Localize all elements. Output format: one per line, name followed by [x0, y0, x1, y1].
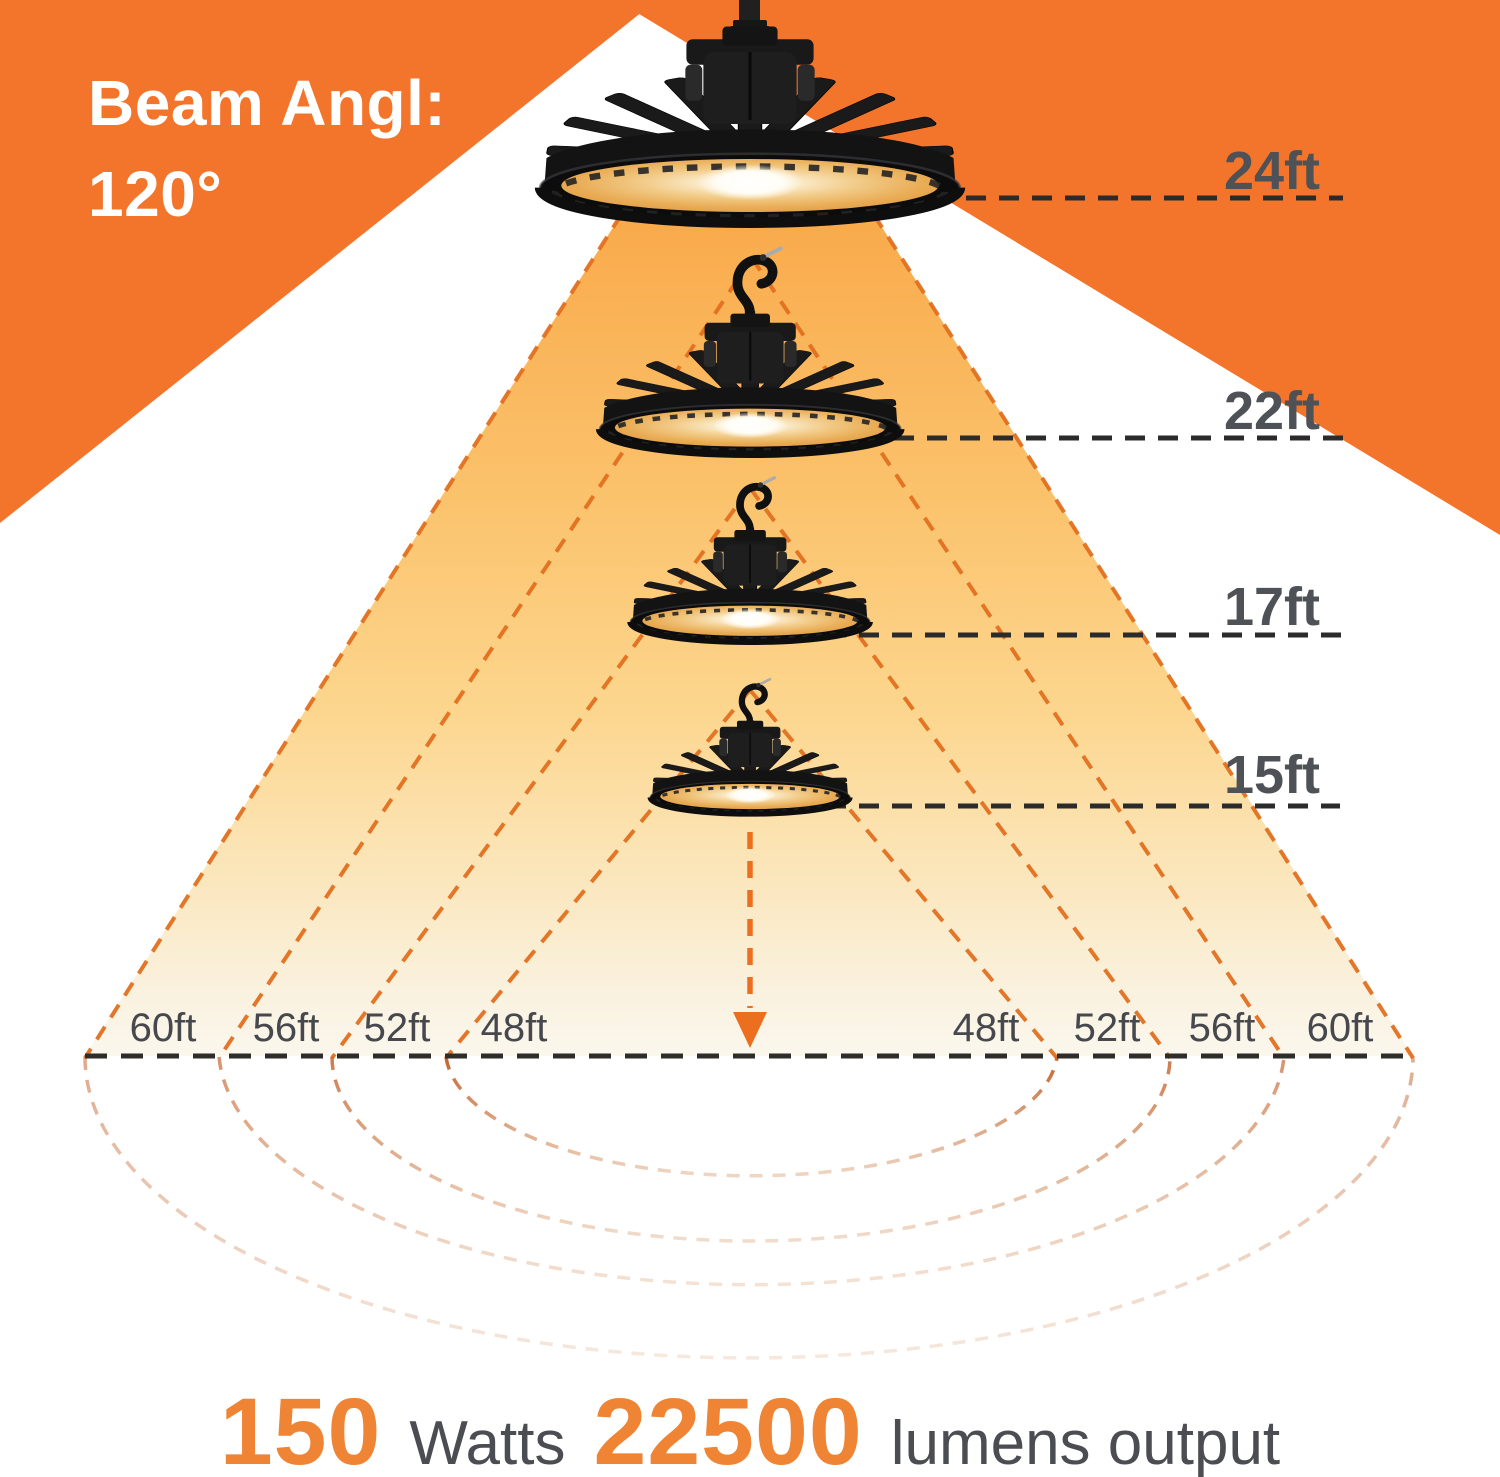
coverage-arc-48ft: [444, 1056, 1059, 1178]
watts-value: 150: [219, 1379, 382, 1477]
floor-label-right-60ft: 60ft: [1306, 1006, 1374, 1050]
floor-label-left-60ft: 60ft: [129, 1006, 197, 1050]
cone-48ft-right: [748, 688, 1059, 1060]
coverage-arc-56ft: [217, 1056, 1286, 1287]
height-label-24ft: 24ft: [1223, 141, 1321, 201]
floor-label-right-52ft: 52ft: [1073, 1006, 1141, 1050]
height-label-15ft: 15ft: [1223, 745, 1321, 805]
cone-52ft-left: [330, 486, 752, 1060]
cone-48ft-left: [444, 688, 752, 1060]
cone-60ft-left: [83, 191, 637, 1060]
down-arrow-icon: [733, 832, 767, 1048]
coverage-arc-52ft: [330, 1056, 1172, 1243]
specs-footer: 150 Watts 22500 lumens output: [0, 1378, 1500, 1477]
floor-label-left-56ft: 56ft: [252, 1006, 320, 1050]
arrow-head: [733, 1012, 767, 1048]
watts-label: Watts: [409, 1409, 566, 1477]
floor-label-left-48ft: 48ft: [480, 1006, 548, 1050]
floor-label-right-48ft: 48ft: [952, 1006, 1020, 1050]
lumens-label: lumens output: [890, 1409, 1281, 1477]
lumens-value: 22500: [593, 1379, 863, 1477]
height-label-22ft: 22ft: [1223, 381, 1321, 441]
coverage-arc-60ft: [83, 1056, 1415, 1360]
height-label-17ft: 17ft: [1223, 577, 1321, 637]
beam-angle-value: 120°: [88, 157, 223, 230]
height-lines: [760, 195, 1343, 809]
floor-label-right-56ft: 56ft: [1188, 1006, 1256, 1050]
coverage-arcs: [83, 1056, 1415, 1360]
corner-accent-left: [0, 0, 657, 523]
beam-angle-title-line1: Beam Angl:: [88, 67, 447, 139]
floor-label-left-52ft: 52ft: [363, 1006, 431, 1050]
cone-52ft-right: [748, 486, 1172, 1060]
beam-angle-title: Beam Angl: 120°: [88, 58, 446, 240]
